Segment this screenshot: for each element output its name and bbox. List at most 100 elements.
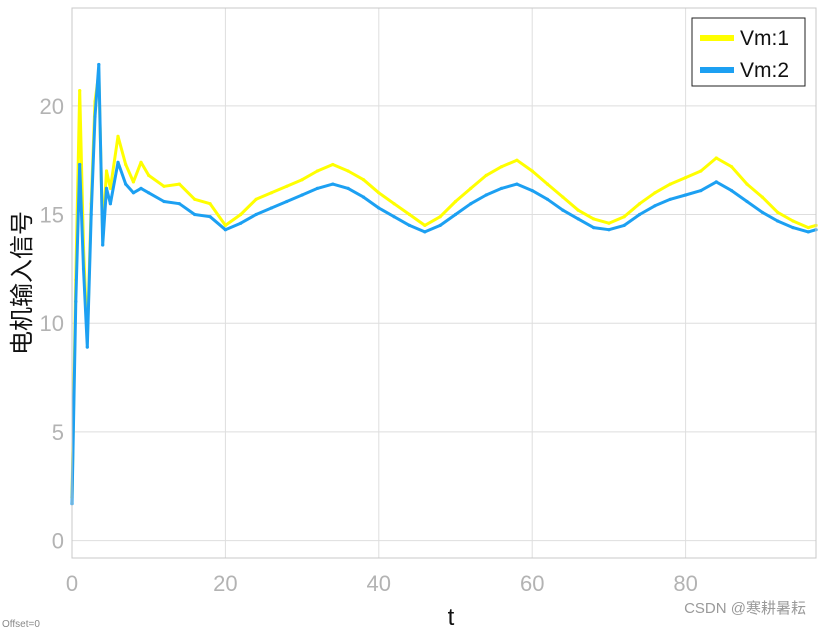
data-point: [545, 182, 550, 186]
data-point: [162, 199, 166, 204]
data-point: [653, 191, 657, 195]
data-point: [745, 199, 749, 204]
data-point: [453, 212, 458, 217]
data-point: [453, 199, 458, 204]
data-point: [331, 182, 335, 186]
data-point: [530, 189, 534, 193]
y-tick-label: 20: [40, 94, 64, 119]
data-point: [576, 217, 580, 221]
data-point: [147, 191, 151, 195]
data-point: [285, 184, 289, 188]
data-point: [607, 228, 611, 232]
data-point: [776, 210, 780, 214]
data-point: [108, 186, 112, 190]
plot-frame: [71, 7, 817, 559]
data-point: [622, 223, 626, 227]
data-point: [730, 165, 734, 169]
data-point: [346, 169, 350, 173]
data-point: [668, 182, 672, 186]
data-point: [208, 215, 212, 219]
data-point: [131, 191, 135, 195]
data-point: [469, 202, 473, 206]
data-point: [108, 202, 112, 206]
data-point: [101, 243, 105, 247]
data-point: [89, 212, 93, 217]
tick-labels: 0 20 40 60 80 0 5 10 15 20: [40, 94, 698, 596]
data-point: [239, 221, 243, 225]
data-point: [193, 212, 197, 217]
data-point: [300, 178, 304, 182]
data-point: [116, 160, 120, 164]
data-point: [124, 182, 128, 186]
data-point: [392, 215, 396, 219]
data-point: [124, 162, 128, 167]
data-point: [104, 186, 109, 190]
data-point: [131, 180, 135, 184]
legend-label-vm2: Vm:2: [740, 59, 789, 82]
data-point: [776, 219, 780, 223]
x-axis-title: t: [448, 604, 455, 628]
data-point: [346, 186, 350, 190]
data-point: [315, 186, 319, 190]
data-point: [699, 189, 703, 193]
x-tick-label: 0: [66, 571, 78, 596]
data-point: [561, 208, 565, 212]
data-point: [806, 226, 810, 230]
data-point: [269, 206, 273, 210]
data-point: [392, 202, 396, 206]
data-point: [684, 176, 688, 180]
data-point: [269, 191, 273, 195]
legend-label-vm1: Vm:1: [740, 27, 789, 50]
data-point: [791, 219, 795, 223]
data-point: [760, 195, 764, 199]
series-line-vm1: [70, 71, 817, 498]
data-point: [545, 197, 550, 201]
data-point: [622, 215, 626, 219]
data-point: [300, 193, 304, 197]
data-point: [78, 162, 82, 167]
data-point: [423, 223, 427, 227]
data-point: [407, 212, 412, 217]
data-point: [331, 162, 335, 167]
data-point: [239, 212, 243, 217]
data-point: [254, 212, 258, 217]
data-point: [760, 210, 764, 214]
data-point: [484, 193, 488, 197]
data-point: [116, 134, 120, 138]
data-point: [484, 173, 488, 177]
x-tick-label: 80: [673, 571, 697, 596]
data-point: [315, 169, 319, 173]
data-point: [745, 182, 749, 186]
data-point: [638, 202, 642, 206]
data-point: [254, 197, 258, 201]
data-point: [730, 189, 734, 193]
data-point: [438, 215, 442, 219]
data-point: [714, 180, 718, 184]
offset-note: Offset=0: [2, 619, 40, 628]
data-point: [638, 212, 642, 217]
data-point: [592, 217, 596, 221]
data-point: [607, 221, 611, 225]
data-point: [469, 186, 473, 190]
x-tick-label: 20: [213, 571, 237, 596]
data-point: [361, 178, 366, 182]
data-point: [104, 169, 109, 173]
data-point: [74, 299, 78, 304]
data-point: [139, 160, 143, 164]
data-point: [208, 202, 212, 206]
y-tick-label: 5: [52, 420, 64, 445]
data-point: [361, 195, 366, 199]
series-line-vm2: [70, 63, 817, 504]
x-tick-label: 40: [367, 571, 391, 596]
data-point: [139, 186, 143, 190]
watermark: CSDN @寒耕暑耘: [684, 599, 806, 617]
data-point: [499, 186, 504, 190]
data-point: [653, 204, 657, 208]
data-point: [223, 223, 227, 227]
data-point: [791, 226, 795, 230]
data-point: [177, 202, 181, 206]
data-point: [530, 169, 534, 173]
data-point: [515, 158, 519, 162]
data-point: [377, 206, 381, 210]
